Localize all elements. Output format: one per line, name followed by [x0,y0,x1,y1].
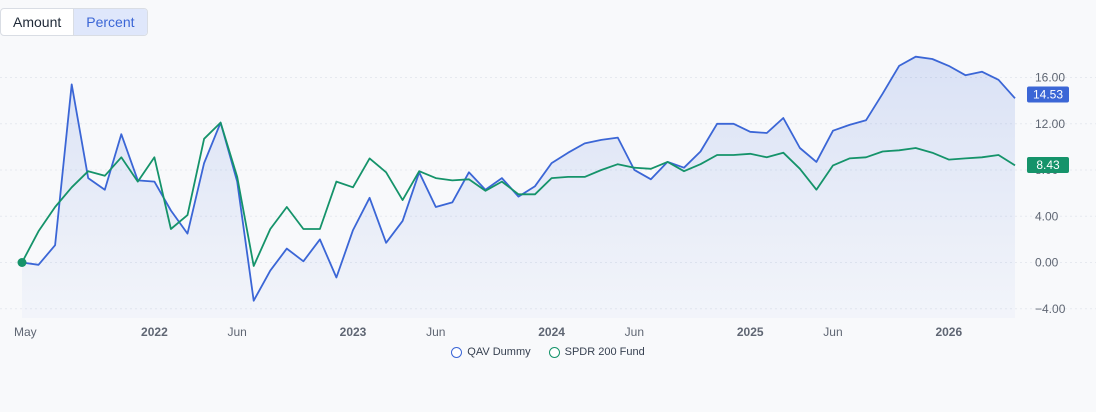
y-tick-label: 4.00 [1035,209,1059,223]
x-tick-label: 2025 [737,325,764,339]
x-tick-label: 2026 [935,325,962,339]
view-toggle: Amount Percent [0,8,148,36]
x-tick-label: Jun [426,325,445,339]
x-tick-label: May [14,325,37,339]
legend-item-qav[interactable]: QAV Dummy [451,346,531,358]
x-tick-label: Jun [625,325,644,339]
series-line-0 [21,55,1016,302]
chart-legend: QAV Dummy SPDR 200 Fund [0,346,1096,358]
y-tick-label: 0.00 [1035,256,1059,270]
y-tick-label: 16.00 [1035,71,1065,85]
series-start-marker [17,258,27,267]
x-tick-label: Jun [823,325,842,339]
legend-item-spdr[interactable]: SPDR 200 Fund [548,346,645,358]
end-value-label-1: 8.43 [1036,158,1060,172]
legend-label-spdr: SPDR 200 Fund [564,346,645,358]
x-tick-label: 2023 [340,325,367,339]
amount-toggle-button[interactable]: Amount [13,14,62,30]
end-value-label-0: 14.53 [1033,87,1063,101]
end-value-badge-1 [1027,157,1069,174]
series-line-1 [21,121,1016,267]
x-tick-label: Jun [227,325,246,339]
y-tick-label: 12.00 [1035,117,1065,131]
legend-swatch-spdr [548,346,560,358]
x-tick-label: 2022 [141,325,168,339]
x-tick-label: 2024 [538,325,565,339]
series-area-0 [22,56,1015,318]
end-value-badge-0 [1027,86,1069,103]
percent-toggle-button[interactable]: Percent [73,9,147,35]
legend-label-qav: QAV Dummy [467,346,531,358]
y-tick-label: −4.00 [1035,302,1066,316]
legend-swatch-qav [451,346,463,358]
